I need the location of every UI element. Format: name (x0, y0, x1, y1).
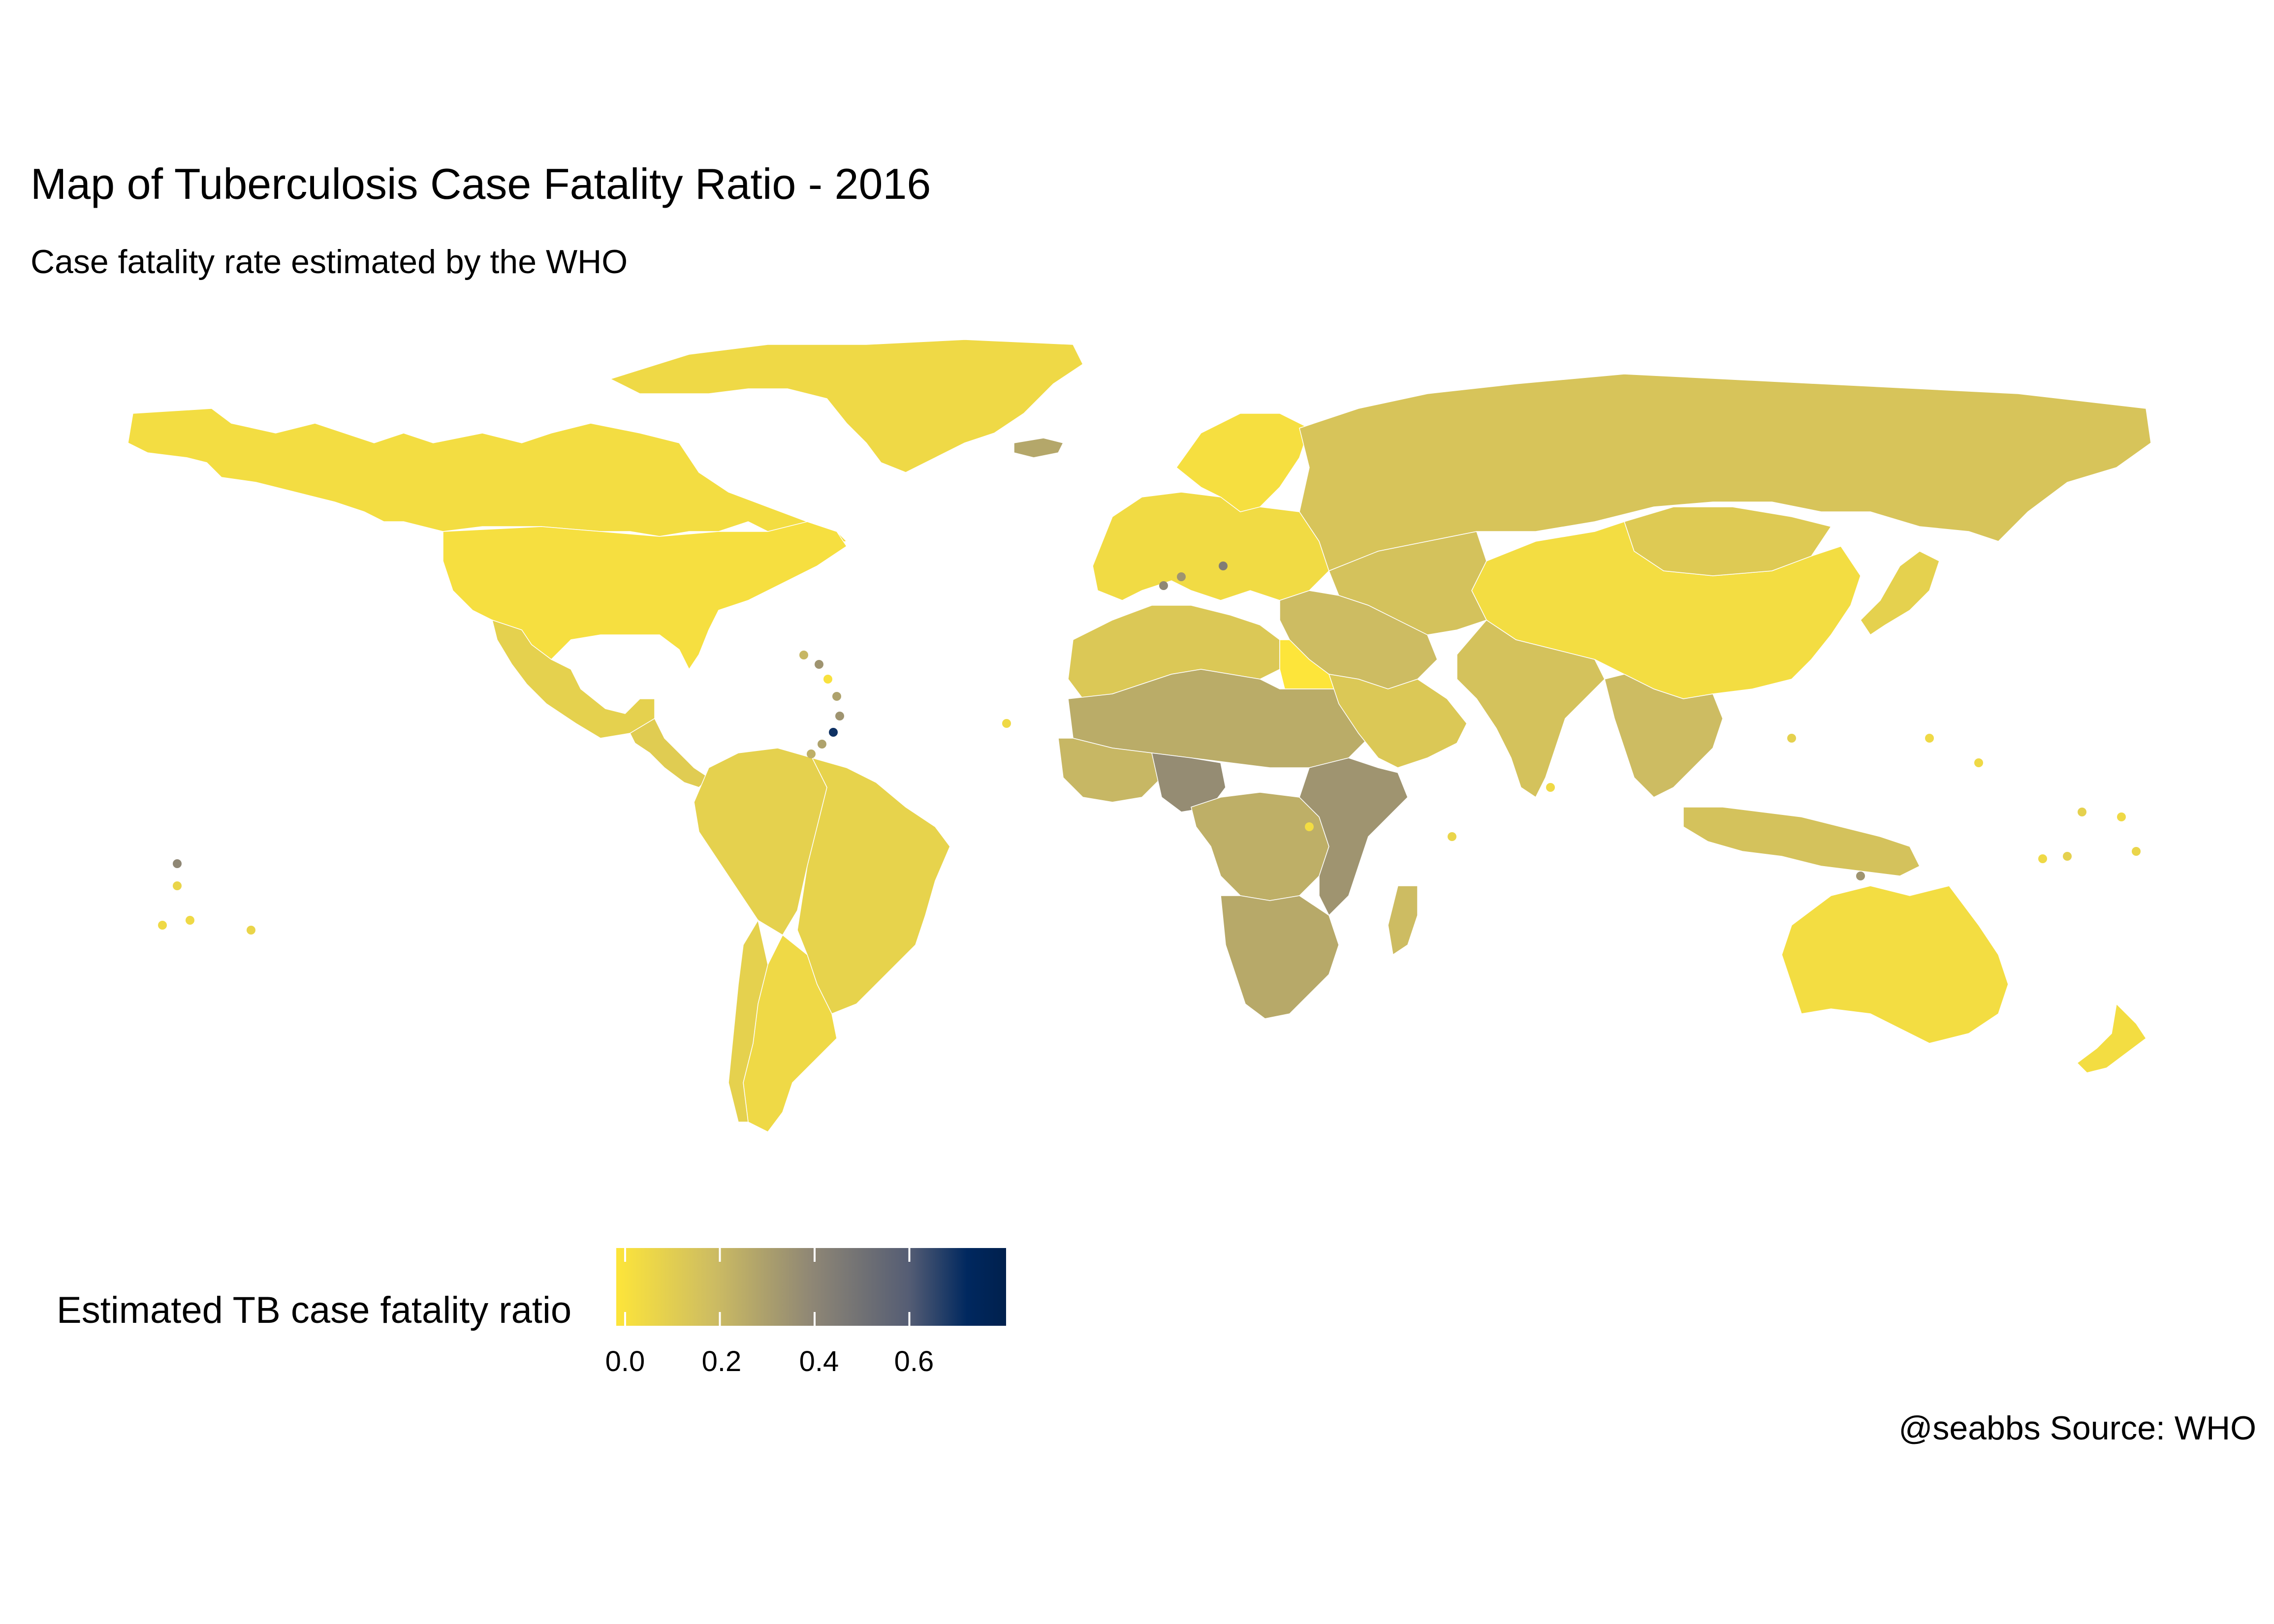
region-scandinavia (1175, 413, 1310, 512)
region-india (1456, 620, 1605, 798)
island-marker (815, 660, 823, 669)
island-marker (2078, 808, 2086, 816)
region-arabian-peninsula (1328, 674, 1467, 768)
region-andean-south-america (694, 748, 827, 936)
region-southeast-asia (1604, 674, 1723, 798)
island-marker (173, 859, 182, 868)
region-europe (1092, 492, 1329, 601)
region-australia (1781, 885, 2009, 1044)
island-marker (829, 728, 838, 737)
island-marker (1177, 572, 1186, 581)
region-central-america (630, 718, 710, 788)
map-title: Map of Tuberculosis Case Fatality Ratio … (31, 159, 931, 208)
region-mongolia (1624, 506, 1832, 576)
legend-tick-1: 0.2 (701, 1345, 742, 1377)
island-marker (1546, 783, 1555, 792)
region-japan (1860, 551, 1940, 636)
island-marker (1787, 734, 1796, 743)
island-marker (807, 750, 816, 758)
region-east-africa (1299, 757, 1408, 916)
region-mexico (491, 619, 655, 739)
region-nigeria (1151, 752, 1226, 812)
island-marker (1925, 734, 1934, 743)
island-marker (247, 926, 255, 935)
island-marker (835, 712, 844, 720)
island-marker (823, 675, 832, 684)
region-southern-africa (1220, 895, 1339, 1019)
region-svalbard (1013, 437, 1064, 458)
region-indonesia (1683, 807, 1921, 876)
map-subtitle: Case fatality rate estimated by the WHO (31, 243, 628, 281)
island-marker (1856, 872, 1865, 880)
legend-title: Estimated TB case fatality ratio (57, 1289, 572, 1331)
island-marker (173, 881, 182, 890)
island-marker (818, 740, 826, 749)
island-marker (1002, 719, 1011, 728)
region-new-zealand (2076, 1003, 2147, 1073)
island-marker (799, 651, 808, 659)
island-marker (1448, 832, 1456, 841)
island-marker (1305, 822, 1314, 831)
region-canada (127, 408, 848, 547)
region-chile (728, 919, 768, 1123)
island-marker (186, 916, 194, 925)
island-marker (158, 921, 167, 930)
region-west-africa (1058, 738, 1162, 803)
region-greenland (609, 339, 1083, 473)
island-marker (1974, 758, 1983, 767)
region-madagascar (1388, 885, 1418, 956)
island-marker (2132, 847, 2141, 856)
region-central-africa (1191, 792, 1329, 901)
island-marker (1219, 562, 1228, 570)
legend-tick-0: 0.0 (605, 1345, 645, 1377)
island-marker (832, 692, 841, 701)
legend-colorbar (616, 1248, 1006, 1326)
legend-tick-3: 0.6 (894, 1345, 934, 1377)
island-marker (2063, 852, 2072, 861)
island-marker (2117, 812, 2126, 821)
legend-tick-2: 0.4 (799, 1345, 839, 1377)
source-caption: @seabbs Source: WHO (1898, 1409, 2256, 1447)
island-marker (1159, 581, 1168, 590)
island-marker (2038, 854, 2047, 863)
